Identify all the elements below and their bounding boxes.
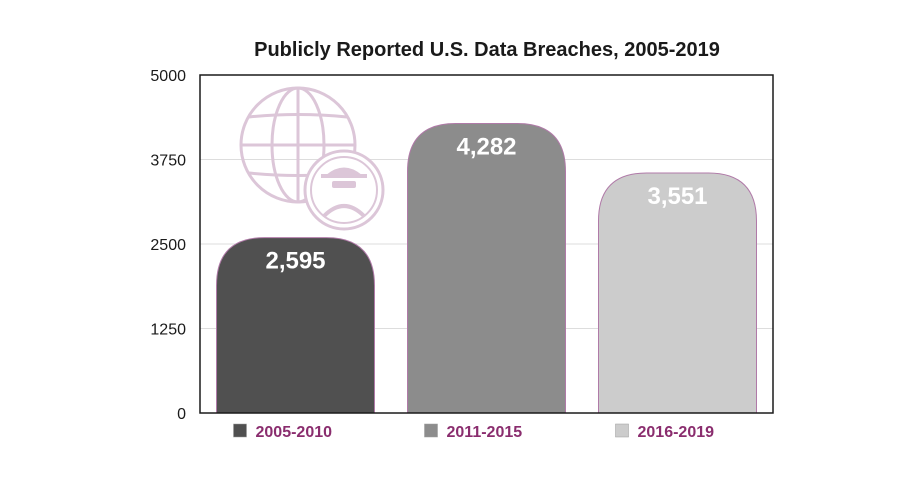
bar-2011-2015 <box>407 123 566 414</box>
y-tick-label: 1250 <box>150 322 186 339</box>
bar-value-labels: 2,595 4,282 3,551 <box>265 134 707 275</box>
legend-label: 2016-2019 <box>638 424 715 441</box>
y-tick-label: 2500 <box>150 237 186 254</box>
legend: 2005-2010 2011-2015 2016-2019 <box>233 423 715 441</box>
y-tick-label: 5000 <box>150 68 186 85</box>
y-tick-label: 3750 <box>150 153 186 170</box>
bar-2005-2010 <box>216 237 375 414</box>
legend-swatch <box>615 423 629 438</box>
legend-label: 2005-2010 <box>256 424 333 441</box>
chart-title: Publicly Reported U.S. Data Breaches, 20… <box>254 39 720 61</box>
spy-avatar-icon <box>303 149 385 231</box>
legend-swatch <box>424 423 438 438</box>
bar-2016-2019 <box>598 172 757 414</box>
plot-frame <box>199 74 774 414</box>
legend-label: 2011-2015 <box>447 424 523 441</box>
y-axis-ticks: 0 1250 2500 3750 5000 <box>150 68 186 423</box>
globe-icon <box>239 86 357 204</box>
bar-value-label: 3,551 <box>647 183 707 210</box>
y-tick-label: 0 <box>177 406 186 423</box>
legend-swatch <box>233 423 247 438</box>
bars <box>216 123 757 414</box>
bar-value-label: 4,282 <box>456 134 516 161</box>
bar-value-label: 2,595 <box>265 248 325 275</box>
